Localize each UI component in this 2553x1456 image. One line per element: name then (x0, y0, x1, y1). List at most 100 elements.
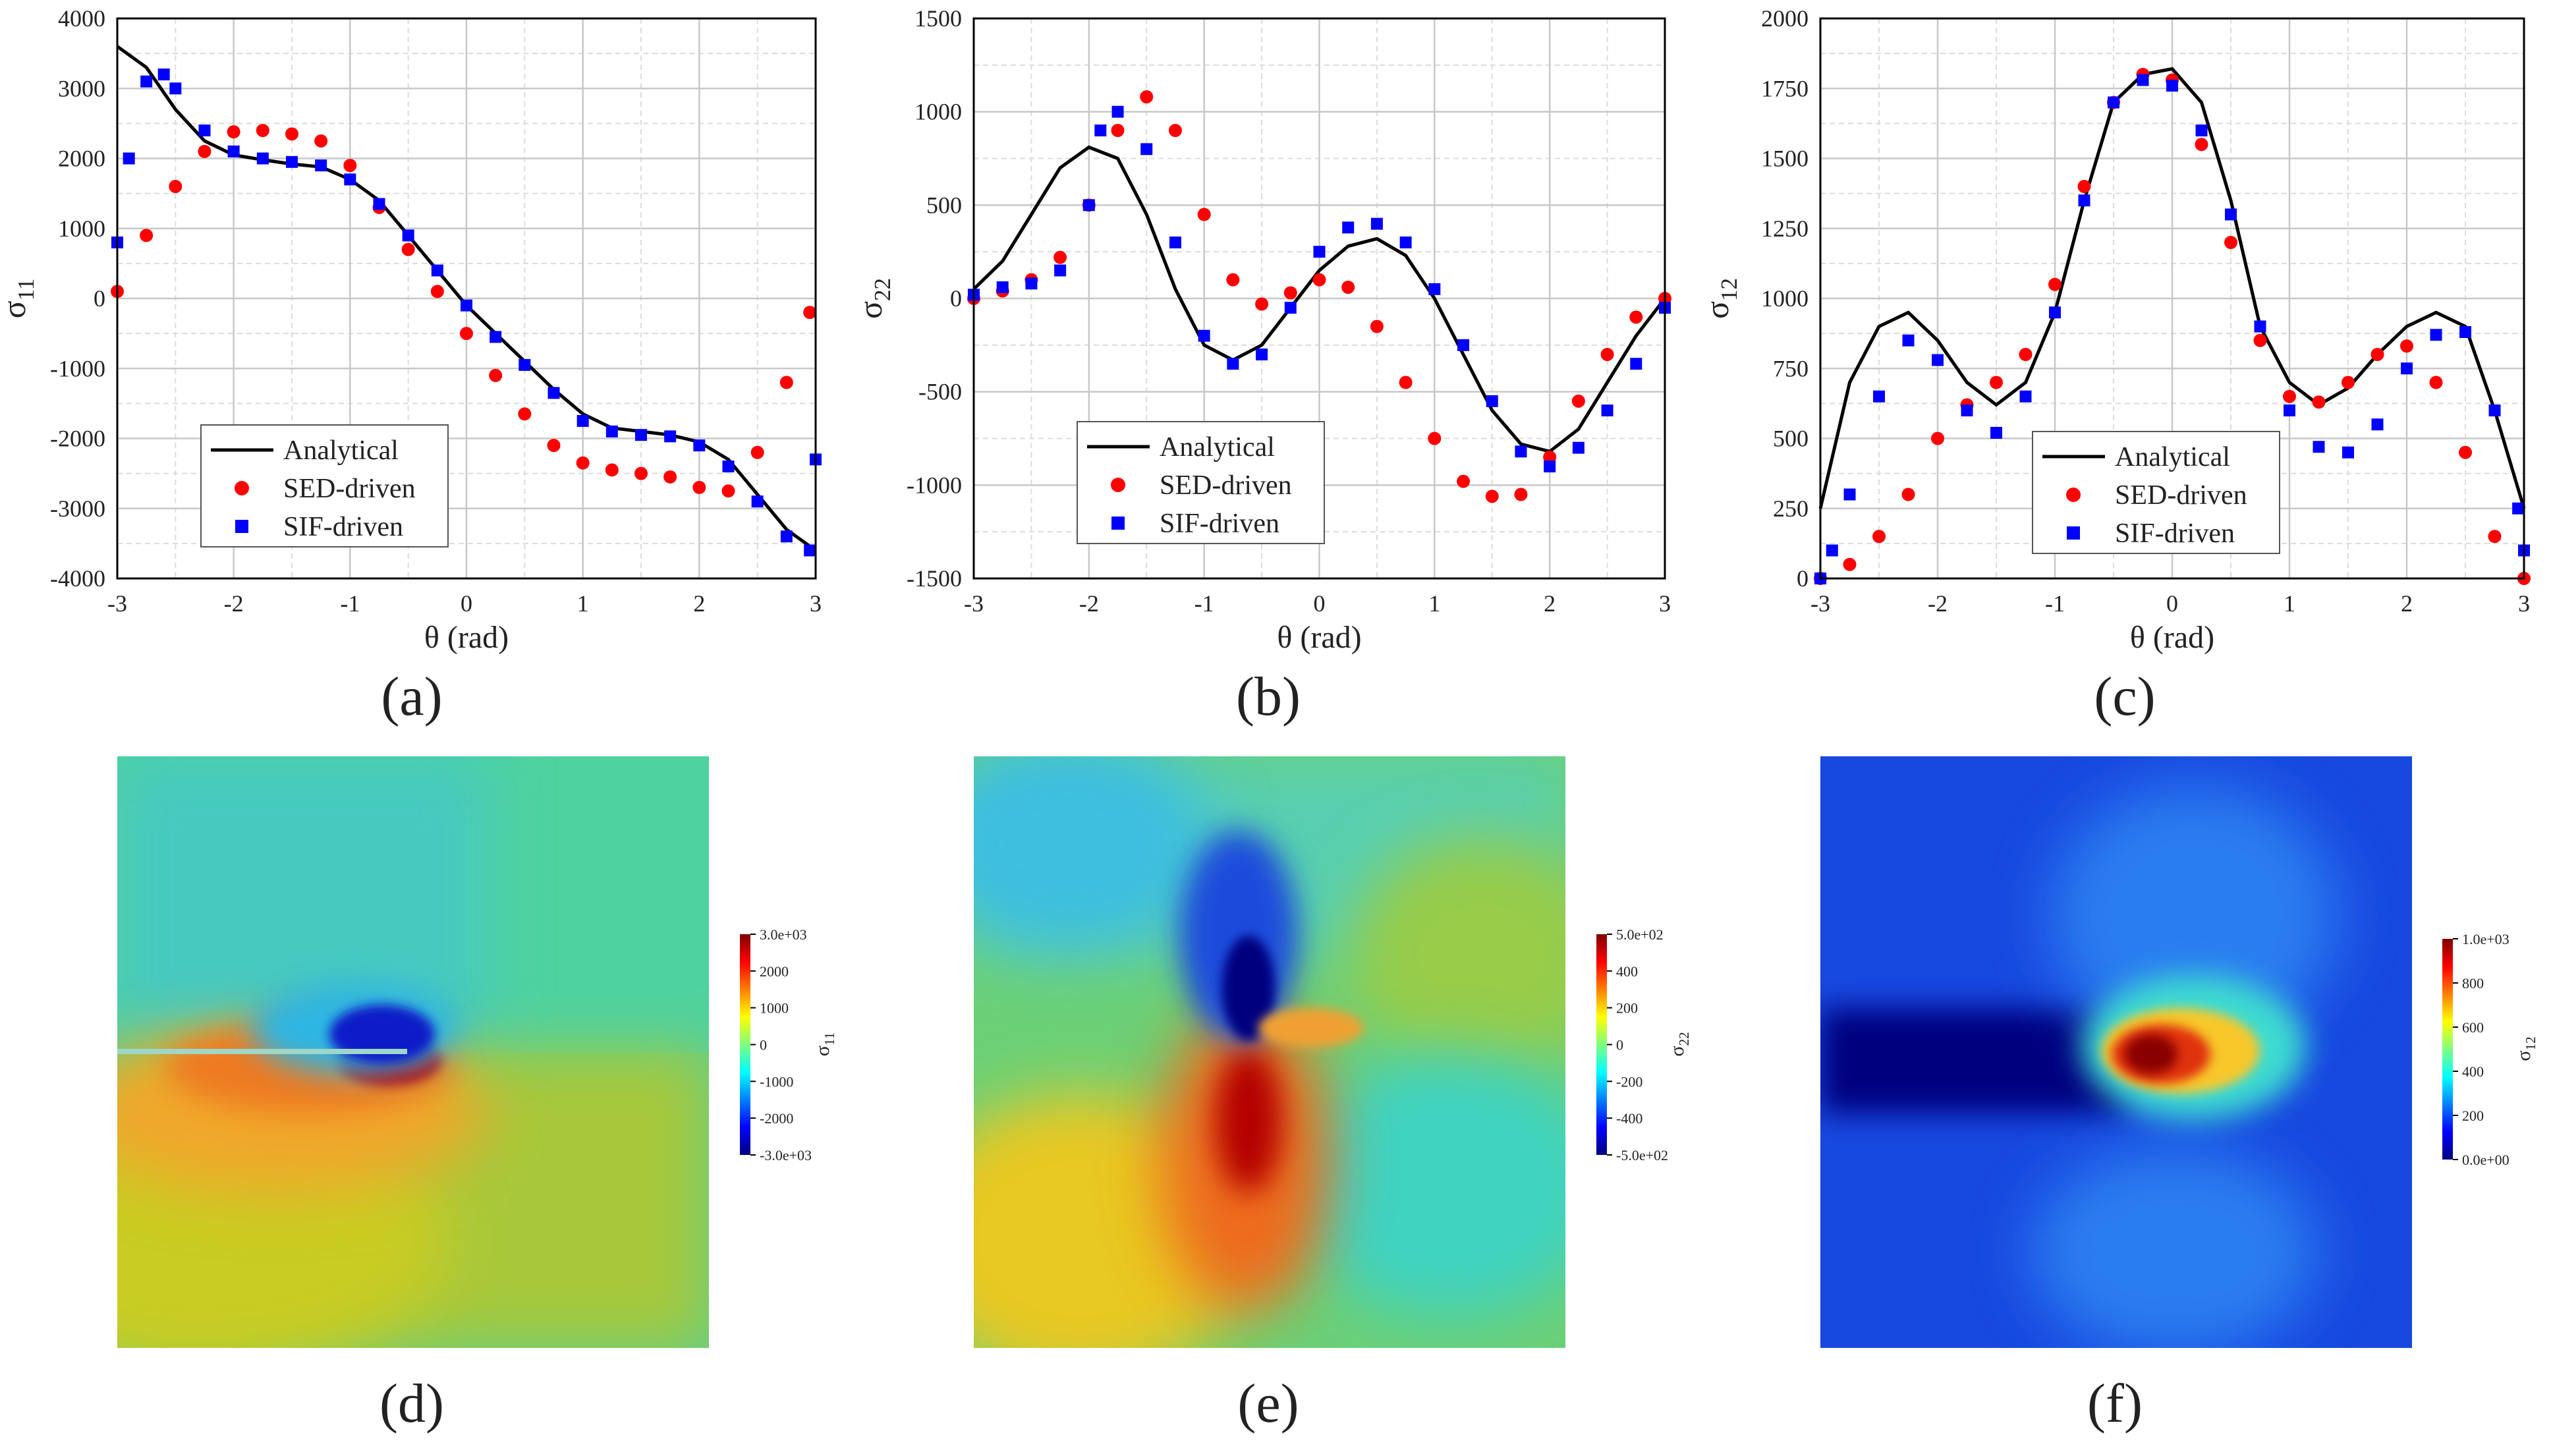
heatmap-e (974, 756, 1565, 1348)
colorbar-tick-label: 200 (1616, 1000, 1638, 1017)
data-point (1111, 105, 1124, 118)
colorbar-tick-label: -200 (1616, 1073, 1642, 1090)
y-tick-label: 3000 (58, 75, 105, 101)
x-tick-label: 2 (2401, 590, 2413, 617)
data-point (2371, 348, 2384, 361)
data-point (1931, 432, 1944, 445)
chart-3: -3 -2 -1 0 1 2 3 0 250 500 750 1000 1250 1500 1750 2000… (1698, 5, 2531, 655)
colorbar-ticks: 3.0e+03 2000 1000 0 -1000 -2000 -3.0e+03 σ11 (750, 926, 837, 1163)
y-tick-label: 1000 (914, 99, 962, 125)
data-point (1227, 358, 1239, 370)
data-point (576, 456, 590, 470)
data-point (2049, 306, 2061, 319)
data-point (2019, 348, 2033, 361)
data-point (314, 134, 328, 148)
colorbar-ticks: 1.0e+03 800 600 400 200 0.0e+00 σ12 (2453, 931, 2539, 1168)
data-point (1313, 246, 1326, 258)
data-point (2313, 441, 2325, 453)
series-line (1818, 67, 2526, 509)
data-point (344, 173, 356, 186)
data-point (2430, 329, 2442, 341)
data-point (1514, 488, 1528, 501)
data-point (693, 439, 706, 452)
legend: Analytical SED-driven SIF-driven (2032, 431, 2280, 554)
data-point (634, 466, 648, 480)
panel-label: (e) (1237, 1373, 1299, 1434)
legend-swatch (1111, 478, 1125, 492)
colorbar-tick-label: 400 (2462, 1063, 2484, 1080)
data-point (1399, 237, 1412, 248)
heatmap-f (1820, 756, 2412, 1348)
data-point (2254, 320, 2266, 333)
legend: Analytical SED-driven SIF-driven (1077, 421, 1325, 544)
colorbar-f (2442, 939, 2453, 1160)
legend-swatch (235, 520, 248, 533)
data-point (1902, 334, 1915, 347)
x-tick-label: 0 (461, 590, 472, 617)
plot-frame (972, 17, 1666, 580)
data-point (2400, 339, 2413, 353)
colorbar-e (1596, 934, 1607, 1155)
data-point (2195, 125, 2208, 136)
data-point (1629, 310, 1643, 324)
plot-frame (116, 17, 817, 580)
data-point (605, 463, 619, 477)
x-tick-label: 1 (577, 590, 589, 617)
y-tick-label: -3000 (50, 495, 105, 522)
data-point (519, 358, 531, 371)
data-point (227, 145, 240, 157)
data-point (1053, 250, 1067, 264)
data-point (2512, 502, 2525, 515)
y-tick-label: -1500 (907, 565, 962, 592)
plot-frame (1819, 17, 2525, 580)
data-point (1601, 405, 1613, 416)
data-point (430, 285, 444, 298)
colorbar-label: σ22 (1666, 1032, 1692, 1056)
data-point (2342, 446, 2354, 459)
data-point (2312, 395, 2326, 409)
legend-swatch (2066, 488, 2081, 502)
colorbar-tick-label: 600 (2462, 1019, 2484, 1036)
x-tick-label: 0 (1314, 590, 1326, 617)
data-point (343, 159, 357, 173)
data-point (1399, 376, 1413, 389)
data-point (460, 327, 473, 341)
data-point (1961, 405, 1973, 416)
y-tick-label: 1250 (1761, 215, 1809, 242)
x-tick-label: 3 (810, 590, 822, 617)
data-point (547, 439, 561, 453)
chart-2: -3 -2 -1 0 1 2 3 -1500 -1000 -500 0 500 1000 1500 θ (r… (852, 5, 1671, 655)
y-tick-label: 4000 (58, 5, 105, 32)
legend-swatch (1111, 517, 1125, 530)
data-point (1457, 474, 1471, 488)
data-point (2108, 96, 2119, 109)
data-point (996, 281, 1009, 293)
data-point (401, 242, 415, 256)
x-tick-label: 3 (2518, 590, 2530, 617)
panel-label: (d) (379, 1373, 444, 1434)
data-point (2429, 376, 2443, 389)
data-point (1544, 461, 1556, 472)
colorbar-tick-label: 0 (760, 1037, 767, 1053)
panel-label: (c) (2094, 666, 2155, 727)
colorbar-tick-label: -3.0e+03 (760, 1147, 812, 1163)
data-point (1843, 488, 1856, 501)
x-axis-label: θ (rad) (1277, 620, 1361, 655)
data-point (489, 368, 503, 382)
y-tick-label: 1000 (58, 215, 105, 242)
y-tick-label: -500 (918, 379, 962, 405)
data-point (2195, 138, 2208, 152)
legend-swatch (2067, 526, 2080, 540)
x-tick-label: 1 (2284, 590, 2295, 617)
y-tick-label: 2000 (58, 146, 105, 172)
data-point (140, 229, 154, 242)
data-point (1312, 273, 1326, 287)
colorbar-tick-label: -1000 (760, 1073, 793, 1090)
data-point (2137, 74, 2149, 86)
data-point (1082, 199, 1095, 211)
data-point (123, 152, 135, 165)
data-point (1094, 125, 1107, 136)
chart-1: -3 -2 -1 0 1 2 3 -4000 -3000 -2000 -1000 0 1000 2000 3… (0, 5, 822, 655)
data-point (1457, 339, 1470, 351)
